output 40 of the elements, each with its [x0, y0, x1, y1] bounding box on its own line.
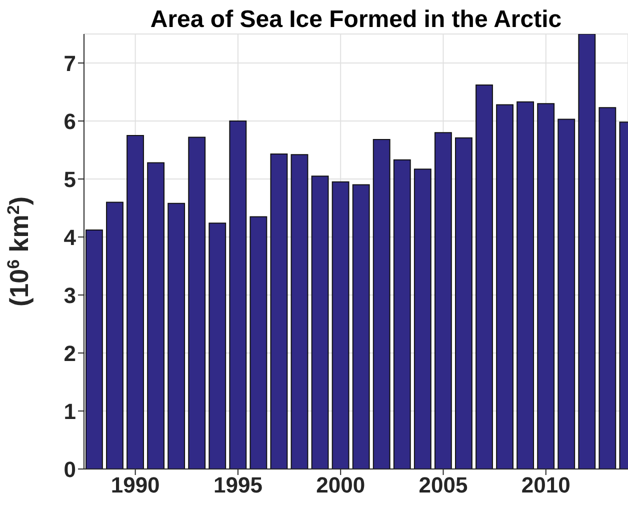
bar — [414, 168, 432, 469]
x-tick-label: 2005 — [418, 472, 468, 498]
x-tick-label: 2000 — [316, 472, 366, 498]
bar — [455, 137, 472, 469]
bar — [168, 202, 186, 469]
bar — [229, 120, 247, 469]
bar — [188, 136, 206, 469]
bar — [372, 139, 390, 469]
chart-title: Area of Sea Ice Formed in the Arctic — [150, 6, 562, 33]
bar — [578, 34, 596, 469]
bar — [434, 132, 452, 469]
y-tick-label: 5 — [64, 166, 76, 192]
bar — [86, 230, 103, 469]
x-tick-label: 2010 — [521, 472, 570, 498]
x-tick-label: 1990 — [110, 472, 160, 498]
bar — [126, 135, 144, 469]
bar — [537, 103, 555, 469]
bar — [496, 104, 514, 469]
bar — [290, 154, 308, 469]
x-tick-label: 1995 — [213, 472, 262, 498]
bar — [476, 84, 493, 469]
bar — [332, 181, 350, 469]
y-tick-label: 3 — [64, 282, 76, 308]
y-tick-label: 7 — [64, 50, 76, 76]
bar — [311, 176, 329, 469]
bar — [558, 118, 576, 469]
bar — [250, 216, 268, 469]
bar — [516, 101, 534, 469]
y-tick-label: 4 — [64, 224, 77, 250]
bar — [270, 154, 288, 469]
bar — [352, 184, 370, 469]
bar — [208, 222, 226, 469]
y-tick-label: 0 — [64, 456, 76, 482]
y-tick-label: 2 — [64, 340, 76, 366]
bar — [106, 202, 124, 469]
y-tick-label: 6 — [64, 108, 76, 134]
bar — [598, 107, 616, 469]
bar — [147, 162, 165, 469]
y-tick-label: 1 — [64, 398, 76, 424]
bar — [393, 159, 411, 469]
